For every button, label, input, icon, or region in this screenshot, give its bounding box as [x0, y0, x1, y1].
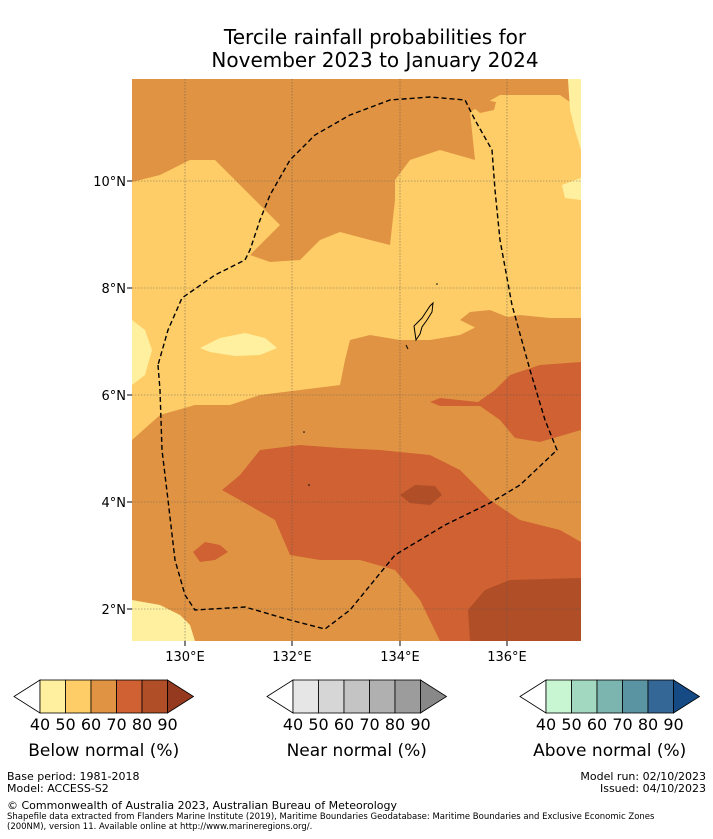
colorbar-tick-label: 60 — [334, 715, 354, 734]
colorbar-segment — [622, 679, 649, 714]
colorbar-title: Near normal (%) — [287, 741, 427, 761]
lat-tick-label: 6°N — [102, 389, 127, 404]
region-below-60-ne-patch — [468, 99, 496, 113]
colorbar-segment — [141, 679, 168, 714]
colorbar-segment — [596, 679, 623, 714]
lat-tick-label: 8°N — [102, 282, 127, 297]
colorbar-segment — [65, 679, 92, 714]
base-period: Base period: 1981-2018 — [7, 770, 140, 783]
colorbar-segment — [571, 679, 598, 714]
islet-dot — [308, 484, 310, 486]
colorbar-tick-label: 70 — [106, 715, 126, 734]
lat-tick-label: 4°N — [102, 496, 127, 511]
region-below-80-patch — [400, 485, 442, 505]
eez-boundary — [157, 96, 558, 630]
region-below-40-southwest — [132, 600, 195, 641]
region-below-70-patch — [193, 542, 228, 562]
probability-contours — [132, 79, 581, 641]
colorbar-tick-label: 50 — [561, 715, 581, 734]
gridlines — [132, 79, 581, 641]
colorbar-tick-label: 40 — [30, 715, 50, 734]
palau-islet — [405, 344, 409, 350]
shapefile-credit-line2: (200NM), version 11. Available online at… — [7, 822, 313, 832]
colorbar: 40 50 60 70 80 90 Below normal (%) — [13, 679, 195, 761]
lat-tick-label: 2°N — [102, 603, 127, 618]
colorbar-extend-high — [167, 679, 195, 714]
region-below-80-east — [468, 578, 581, 641]
region-below-40-northeast — [568, 79, 581, 150]
colorbar-segment — [292, 679, 319, 714]
lon-tick-label: 134°E — [380, 650, 420, 665]
colorbar-tick-label: 60 — [587, 715, 607, 734]
islet-dot — [303, 431, 305, 433]
colorbar-tick-label: 70 — [612, 715, 632, 734]
region-below-60-patch — [460, 310, 510, 330]
colorbar-segment — [39, 679, 66, 714]
colorbar: 40 50 60 70 80 90 Near normal (%) — [266, 679, 448, 761]
colorbar-extend-low — [13, 679, 41, 714]
colorbar-tick-label: 50 — [55, 715, 75, 734]
colorbar-title: Above normal (%) — [533, 741, 686, 761]
colorbar-tick-label: 90 — [410, 715, 430, 734]
lon-tick-label: 136°E — [487, 650, 527, 665]
palau-island — [413, 301, 434, 342]
model-name: Model: ACCESS-S2 — [7, 782, 109, 795]
colorbar-segment — [545, 679, 572, 714]
colorbar-extend-low — [519, 679, 547, 714]
islet-dot — [436, 283, 438, 285]
map-title-line2: November 2023 to January 2024 — [211, 48, 539, 72]
colorbar-tick-label: 90 — [663, 715, 683, 734]
colorbar-extend-high — [420, 679, 448, 714]
lat-tick-label: 10°N — [93, 175, 126, 190]
colorbar-tick-label: 40 — [536, 715, 556, 734]
colorbar-segment — [90, 679, 117, 714]
colorbar-extend-high — [673, 679, 701, 714]
copyright: © Commonwealth of Australia 2023, Austra… — [7, 799, 397, 812]
colorbar-extend-low — [266, 679, 294, 714]
lon-tick-label: 132°E — [272, 650, 312, 665]
colorbar-tick-label: 60 — [81, 715, 101, 734]
colorbar-segment — [343, 679, 370, 714]
colorbar-segment — [647, 679, 674, 714]
region-below-40-mid — [200, 333, 277, 356]
colorbar-tick-label: 70 — [359, 715, 379, 734]
region-below-40-east — [562, 178, 581, 200]
model-run: Model run: 02/10/2023 — [580, 770, 706, 783]
lon-tick-label: 130°E — [165, 650, 205, 665]
colorbar-segment — [318, 679, 345, 714]
region-below-40-west — [132, 320, 152, 385]
colorbar-tick-label: 80 — [385, 715, 405, 734]
region-below-60-north — [132, 79, 581, 262]
colorbar-segment — [369, 679, 396, 714]
colorbar-tick-label: 50 — [308, 715, 328, 734]
colorbar: 40 50 60 70 80 90 Above normal (%) — [519, 679, 701, 761]
colorbar-title: Below normal (%) — [28, 741, 179, 761]
colorbars: 40 50 60 70 80 90 Below normal (%) 40 50 60 70 80 90… — [13, 679, 701, 761]
colorbar-tick-label: 90 — [157, 715, 177, 734]
colorbar-tick-label: 80 — [638, 715, 658, 734]
shapefile-credit-line1: Shapefile data extracted from Flanders M… — [7, 812, 655, 822]
map-title-line1: Tercile rainfall probabilities for — [223, 25, 527, 49]
colorbar-segment — [394, 679, 421, 714]
colorbar-segment — [116, 679, 143, 714]
colorbar-tick-label: 80 — [132, 715, 152, 734]
colorbar-tick-label: 40 — [283, 715, 303, 734]
issued-date: Issued: 04/10/2023 — [599, 782, 706, 795]
region-below-70-east — [430, 362, 581, 442]
